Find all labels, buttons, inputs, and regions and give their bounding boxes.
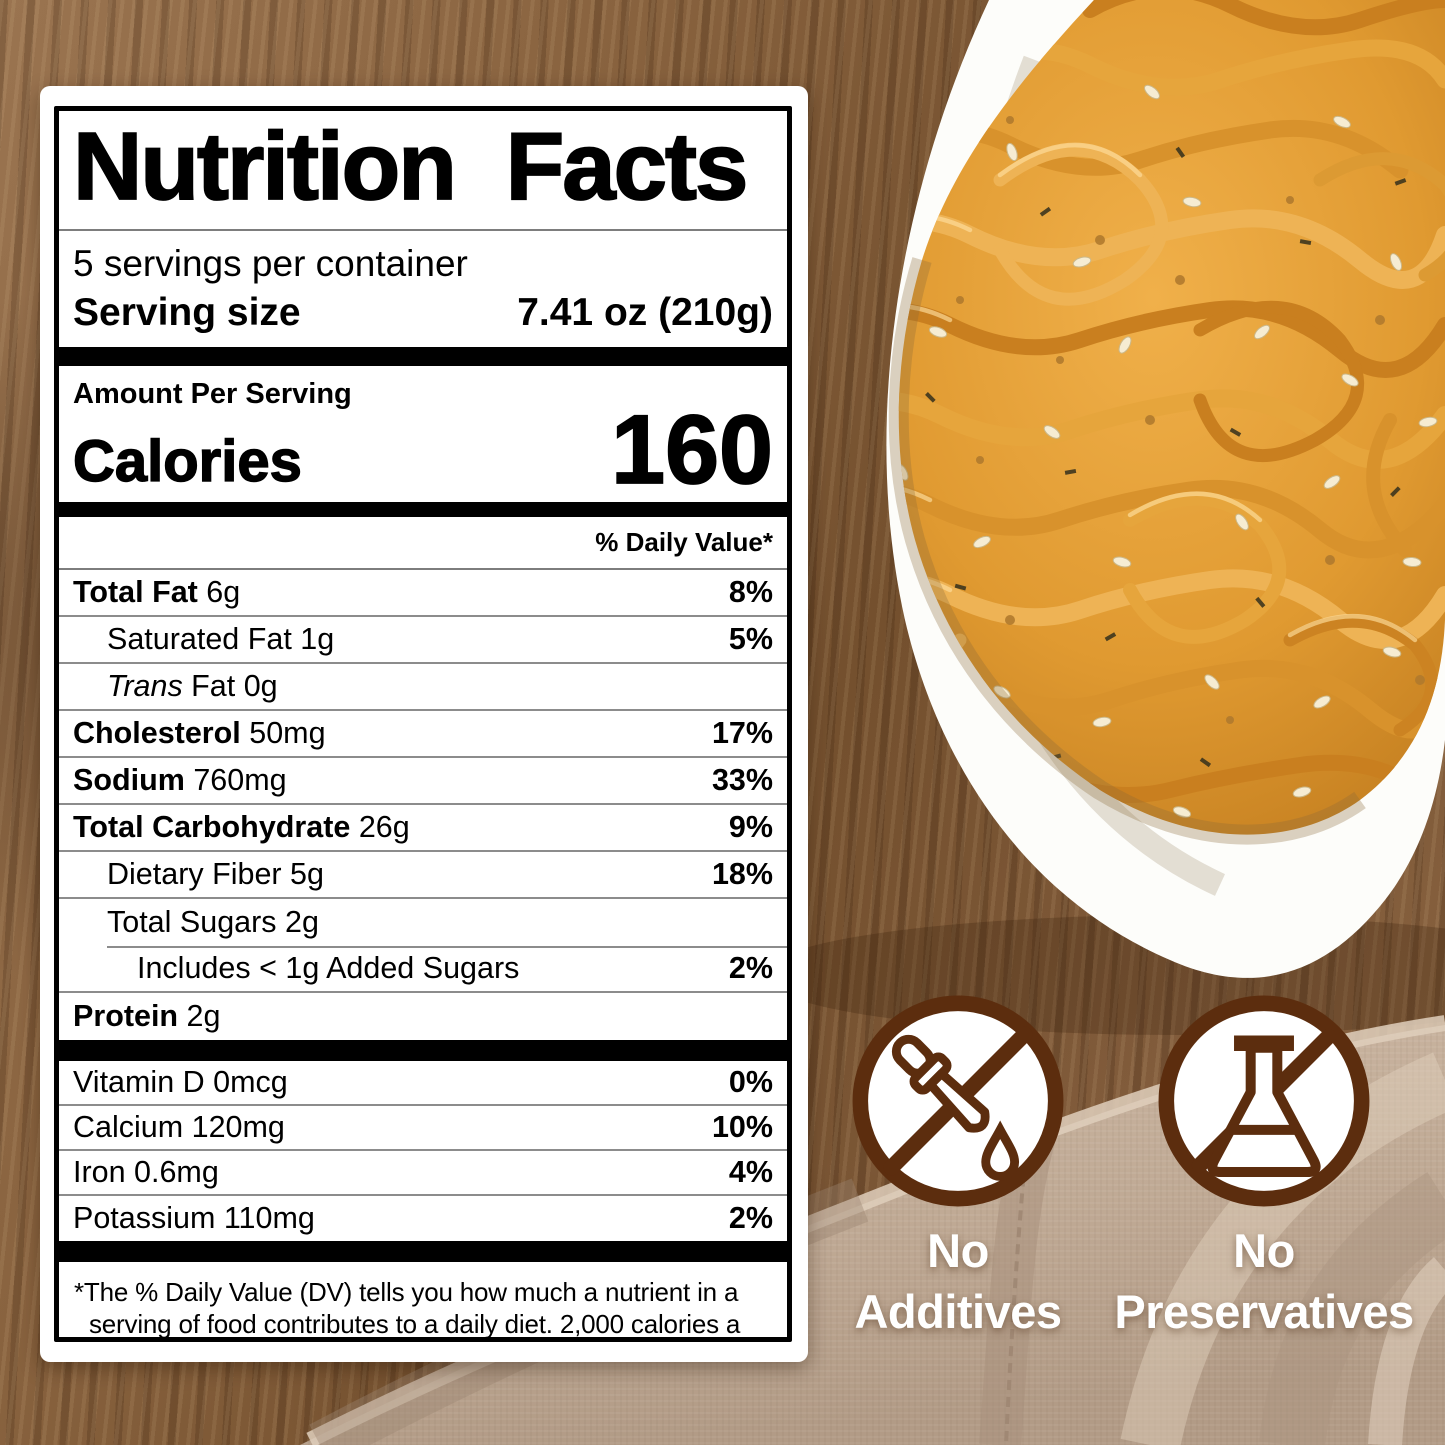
no-preservatives-icon bbox=[1158, 995, 1370, 1207]
nutrient-name: Sodium 760mg bbox=[73, 763, 287, 798]
nutrient-name: Saturated Fat 1g bbox=[107, 622, 335, 657]
calories-row: Calories 160 bbox=[59, 395, 787, 504]
nutrition-facts-title: Nutrition Facts bbox=[72, 113, 749, 220]
daily-value: 33% bbox=[711, 763, 773, 798]
seaweed-flecks bbox=[904, 123, 1407, 768]
daily-value: 4% bbox=[728, 1155, 773, 1190]
thick-divider bbox=[59, 347, 787, 366]
thick-divider bbox=[59, 502, 787, 518]
badge-text-line2: Additives bbox=[854, 1285, 1062, 1339]
nutrition-row-saturated-fat: Saturated Fat 1g 5% bbox=[59, 617, 787, 665]
nutrition-row-dietary-fiber: Dietary Fiber 5g 18% bbox=[59, 852, 787, 900]
nutrition-row-iron: Iron 0.6mg 4% bbox=[59, 1151, 787, 1197]
calories-label: Calories bbox=[72, 429, 302, 495]
flask-glyph bbox=[1207, 1035, 1321, 1178]
daily-value: 0% bbox=[728, 1065, 773, 1100]
nutrient-name: Total Sugars 2g bbox=[107, 905, 319, 940]
nutrient-name: Trans Fat 0g bbox=[107, 669, 278, 704]
droplet-glyph bbox=[981, 1120, 1020, 1181]
nutrition-row-total-sugars: Total Sugars 2g bbox=[59, 899, 787, 946]
nutrition-row-cholesterol: Cholesterol 50mg 17% bbox=[59, 711, 787, 759]
nutrient-name: Vitamin D 0mcg bbox=[73, 1065, 288, 1100]
divider bbox=[59, 229, 787, 231]
nutrient-name: Iron 0.6mg bbox=[73, 1155, 219, 1190]
nutrition-row-protein: Protein 2g bbox=[59, 993, 787, 1040]
eyedropper-glyph bbox=[891, 1034, 990, 1133]
nutrition-row-added-sugars: Includes < 1g Added Sugars 2% bbox=[59, 946, 787, 994]
nutrition-row-potassium: Potassium 110mg 2% bbox=[59, 1196, 787, 1241]
serving-size-row: Serving size 7.41 oz (210g) bbox=[59, 287, 787, 347]
amount-per-serving-label: Amount Per Serving bbox=[73, 378, 352, 410]
nutrient-name: Includes < 1g Added Sugars bbox=[137, 951, 520, 986]
nutrition-row-total-carbohydrate: Total Carbohydrate 26g 9% bbox=[59, 805, 787, 853]
seasoning-crumbs bbox=[956, 116, 1425, 724]
thick-divider bbox=[59, 1040, 787, 1062]
daily-value: 8% bbox=[728, 575, 773, 610]
daily-value: 5% bbox=[728, 622, 773, 657]
badge-text-line2: Preservatives bbox=[1114, 1285, 1414, 1339]
calories-value: 160 bbox=[610, 395, 774, 504]
daily-value-header: % Daily Value* bbox=[59, 517, 787, 571]
servings-per-container: 5 servings per container bbox=[73, 243, 468, 284]
daily-value: 2% bbox=[728, 1201, 773, 1236]
nutrient-name: Potassium 110mg bbox=[73, 1201, 315, 1236]
serving-size-label: Serving size bbox=[73, 291, 301, 334]
nutrient-name: Calcium 120mg bbox=[73, 1110, 285, 1145]
daily-value: 18% bbox=[711, 857, 773, 892]
nutrition-row-sodium: Sodium 760mg 33% bbox=[59, 758, 787, 806]
nutrition-row-vitamin-d: Vitamin D 0mcg 0% bbox=[59, 1061, 787, 1107]
nutrition-row-total-fat: Total Fat 6g 8% bbox=[59, 570, 787, 618]
nutrient-name: Total Fat 6g bbox=[73, 575, 241, 610]
serving-size-value: 7.41 oz (210g) bbox=[517, 291, 773, 334]
daily-value: 2% bbox=[728, 951, 773, 986]
badge-no-preservatives: No Preservatives bbox=[1076, 990, 1445, 1342]
badge-text-line1: No bbox=[1233, 1224, 1295, 1277]
nutrition-row-calcium: Calcium 120mg 10% bbox=[59, 1106, 787, 1152]
badge-text-line1: No bbox=[927, 1224, 989, 1277]
noodle-bowl-photo bbox=[760, 0, 1445, 1035]
daily-value: 10% bbox=[711, 1110, 773, 1145]
daily-value: 9% bbox=[728, 810, 773, 845]
nutrition-row-trans-fat: Trans Fat 0g bbox=[59, 664, 787, 712]
daily-value: 17% bbox=[711, 716, 773, 751]
nutrition-facts-label: Nutrition Facts 5 servings per container… bbox=[40, 86, 808, 1362]
nutrition-facts-box: Nutrition Facts 5 servings per container… bbox=[54, 106, 792, 1342]
thick-divider bbox=[59, 1241, 787, 1263]
daily-value-footnote: *The % Daily Value (DV) tells you how mu… bbox=[74, 1277, 741, 1340]
no-additives-icon bbox=[852, 995, 1064, 1207]
nutrient-name: Dietary Fiber 5g bbox=[107, 857, 324, 892]
nutrient-name: Protein 2g bbox=[73, 999, 221, 1034]
nutrient-name: Total Carbohydrate 26g bbox=[73, 810, 410, 845]
badge-no-additives: No Additives bbox=[806, 990, 1110, 1342]
nutrient-name: Cholesterol 50mg bbox=[73, 716, 326, 751]
